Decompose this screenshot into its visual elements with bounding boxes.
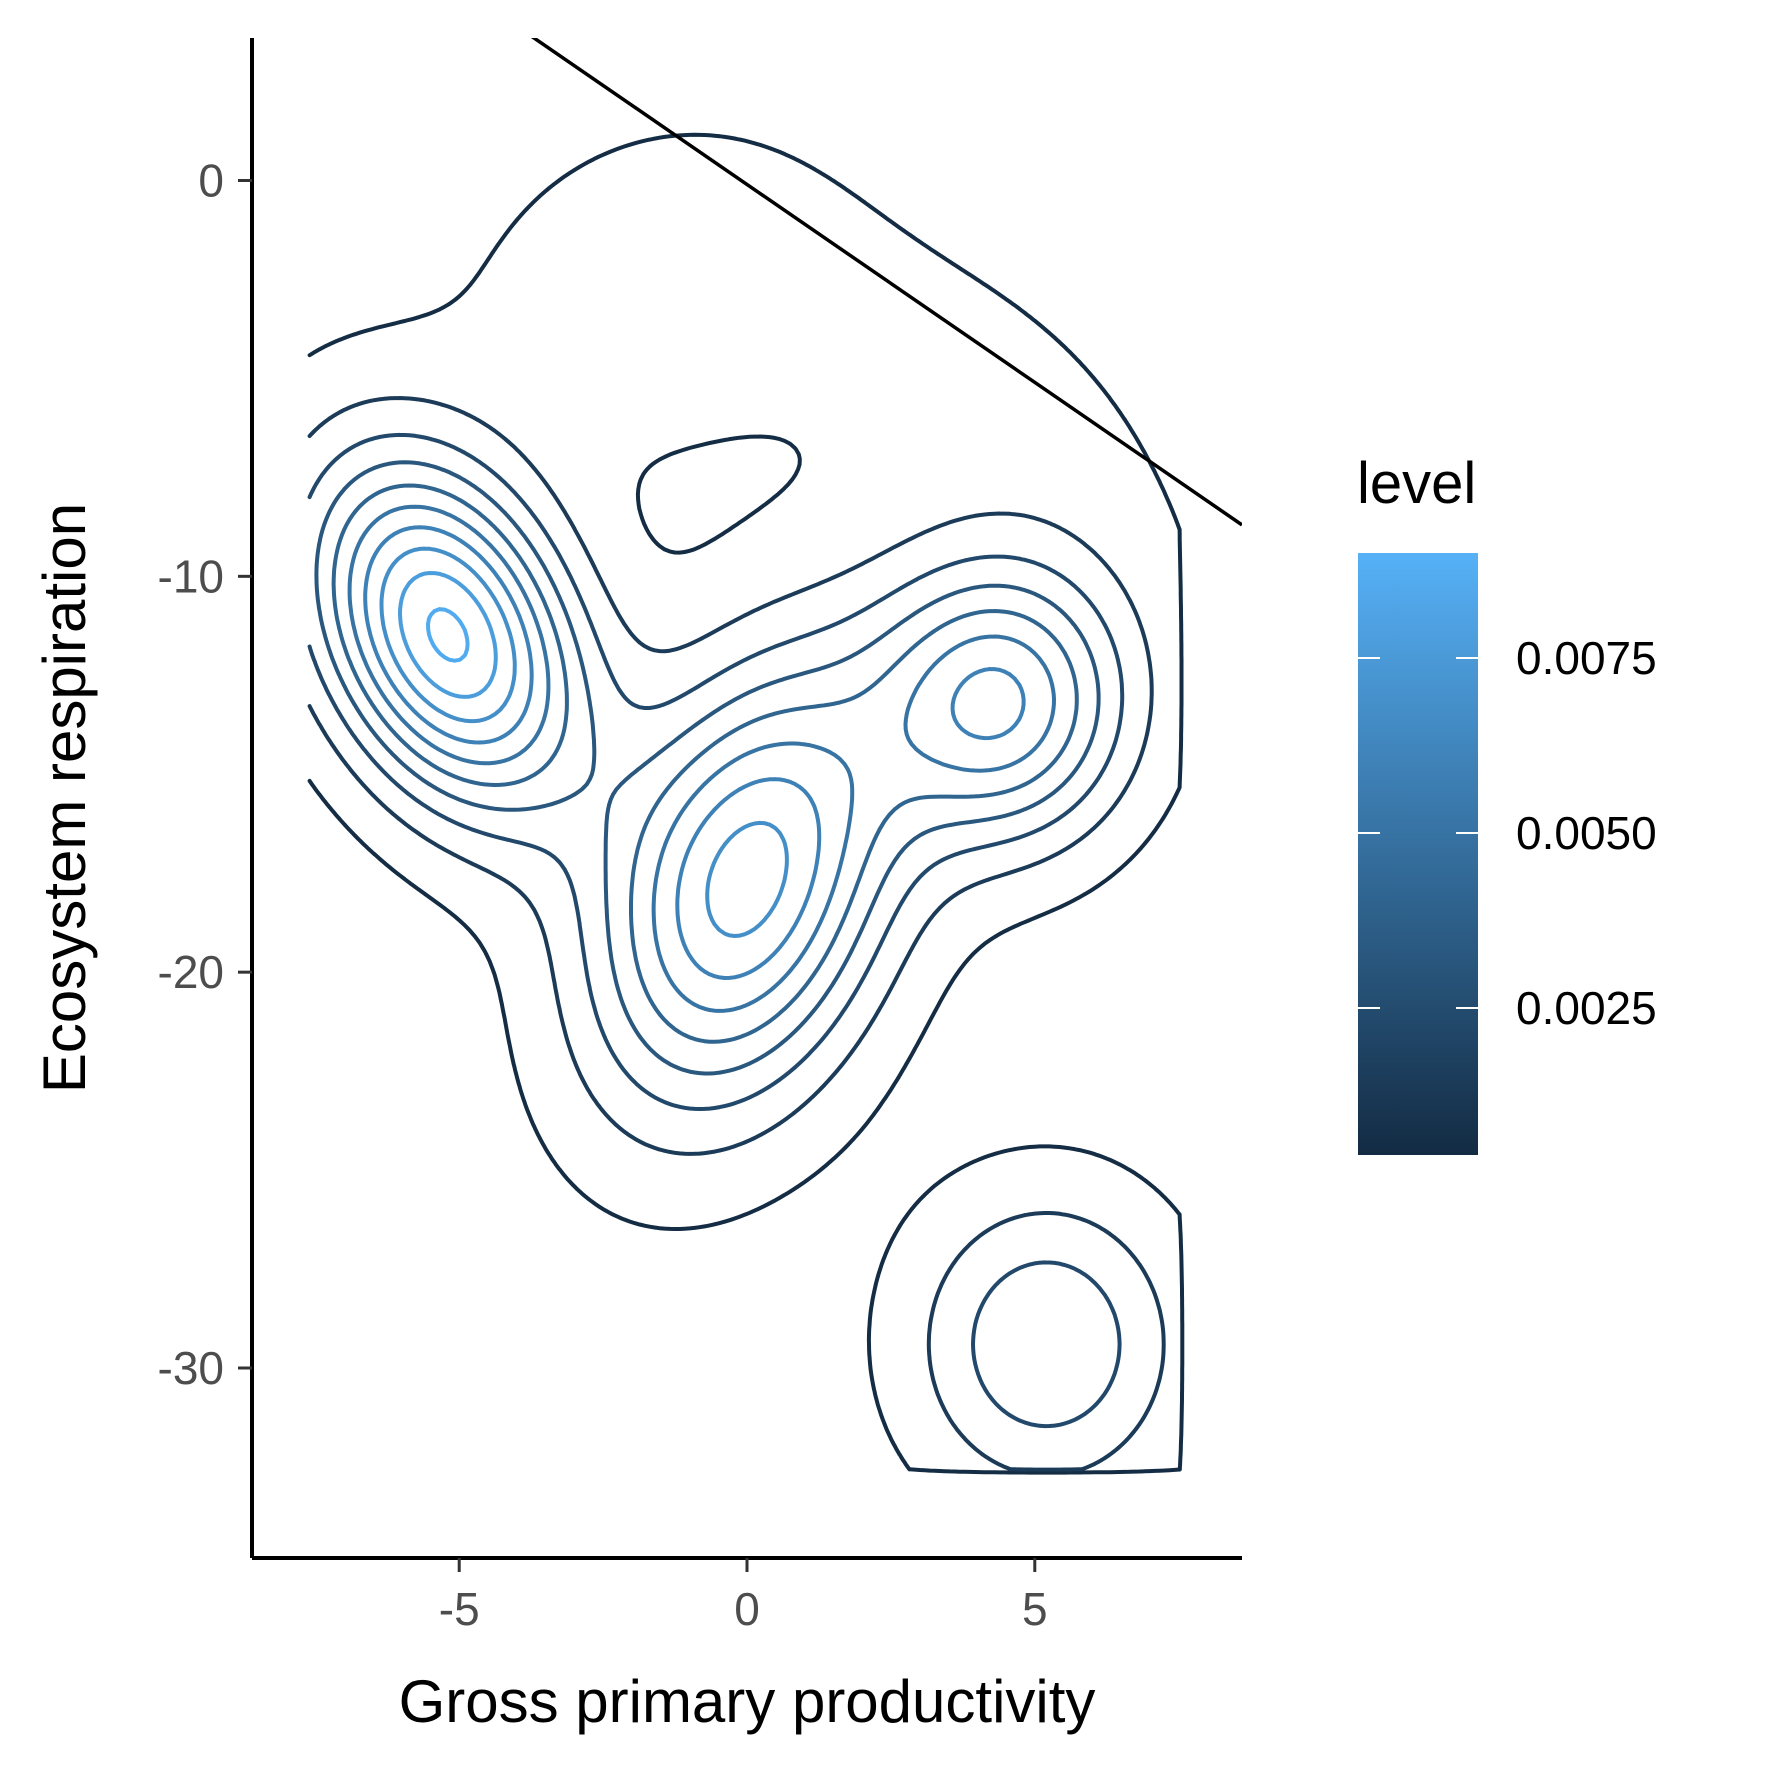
y-axis: 0 -10 -20 -30	[158, 38, 254, 1558]
contour-line	[363, 525, 1026, 980]
x-tick-label: 5	[1022, 1583, 1048, 1635]
x-axis-ticks: -5 0 5	[439, 1558, 1048, 1635]
reference-line	[530, 38, 1242, 527]
contour-line	[347, 504, 1056, 1013]
colorbar-tick-label: 0.0075	[1516, 632, 1657, 684]
y-tick-label: -10	[158, 550, 224, 602]
colorbar-tick-label: 0.0025	[1516, 982, 1657, 1034]
x-axis: -5 0 5	[252, 1556, 1242, 1635]
y-tick-label: -20	[158, 946, 224, 998]
x-tick-label: -5	[439, 1583, 480, 1635]
contour-line	[307, 432, 1125, 1429]
y-tick-label: -30	[158, 1342, 224, 1394]
contour-lines	[307, 132, 1185, 1475]
colorbar-ticks: 0.0025 0.0050 0.0075	[1358, 632, 1657, 1034]
x-axis-title: Gross primary productivity	[399, 1668, 1096, 1735]
legend: level 0.0025 0.0050 0.0075	[1357, 451, 1657, 1155]
legend-title: level	[1357, 451, 1476, 516]
x-tick-label: 0	[734, 1583, 760, 1635]
contour-line	[307, 132, 1185, 1475]
contour-line	[426, 607, 470, 663]
y-axis-title: Ecosystem respiration	[31, 503, 98, 1093]
contour-line	[331, 483, 1079, 1044]
contour-line	[314, 460, 1101, 1076]
y-axis-ticks: 0 -10 -20 -30	[158, 155, 252, 1394]
contour-line	[307, 396, 1166, 1472]
y-tick-label: 0	[198, 155, 224, 207]
colorbar	[1358, 553, 1478, 1155]
colorbar-tick-label: 0.0050	[1516, 807, 1657, 859]
contour-line	[398, 571, 498, 699]
plot-panel	[307, 38, 1242, 1475]
contour-line	[379, 546, 789, 938]
